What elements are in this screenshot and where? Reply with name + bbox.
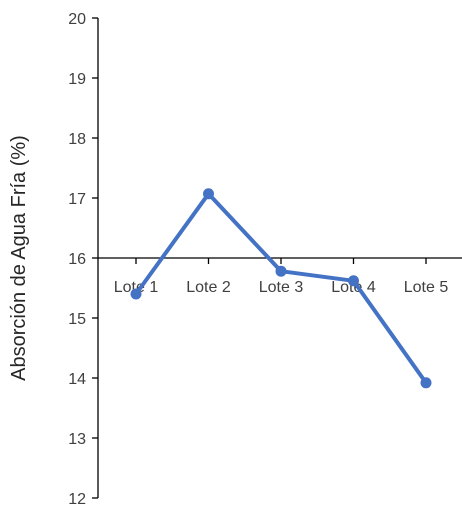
y-tick-label: 15 (68, 311, 86, 328)
data-point (203, 188, 214, 200)
y-tick-label: 18 (68, 131, 86, 148)
y-tick-label: 17 (68, 191, 86, 208)
y-tick-label: 13 (68, 431, 86, 448)
x-category-label: Lote 4 (331, 279, 376, 296)
x-category-label: Lote 5 (404, 279, 449, 296)
y-axis-title: Absorción de Agua Fría (%) (8, 135, 30, 381)
series-group (130, 188, 432, 389)
data-point (130, 288, 142, 300)
x-axis: Lote 1 Lote 2 Lote 3 Lote 4 Lote 5 (98, 257, 462, 296)
x-category-label: Lote 1 (114, 279, 159, 296)
y-axis: 12 13 14 15 16 17 18 19 20 (68, 11, 99, 508)
data-point (348, 275, 359, 287)
data-point (275, 265, 287, 277)
data-point (420, 377, 432, 389)
y-tick-label: 19 (68, 71, 86, 88)
y-tick-label: 20 (68, 11, 86, 28)
x-category-label: Lote 3 (259, 279, 304, 296)
y-tick-label: 16 (68, 251, 86, 268)
x-category-label: Lote 2 (186, 279, 231, 296)
y-tick-label: 14 (68, 371, 86, 388)
y-tick-label: 12 (68, 491, 86, 508)
